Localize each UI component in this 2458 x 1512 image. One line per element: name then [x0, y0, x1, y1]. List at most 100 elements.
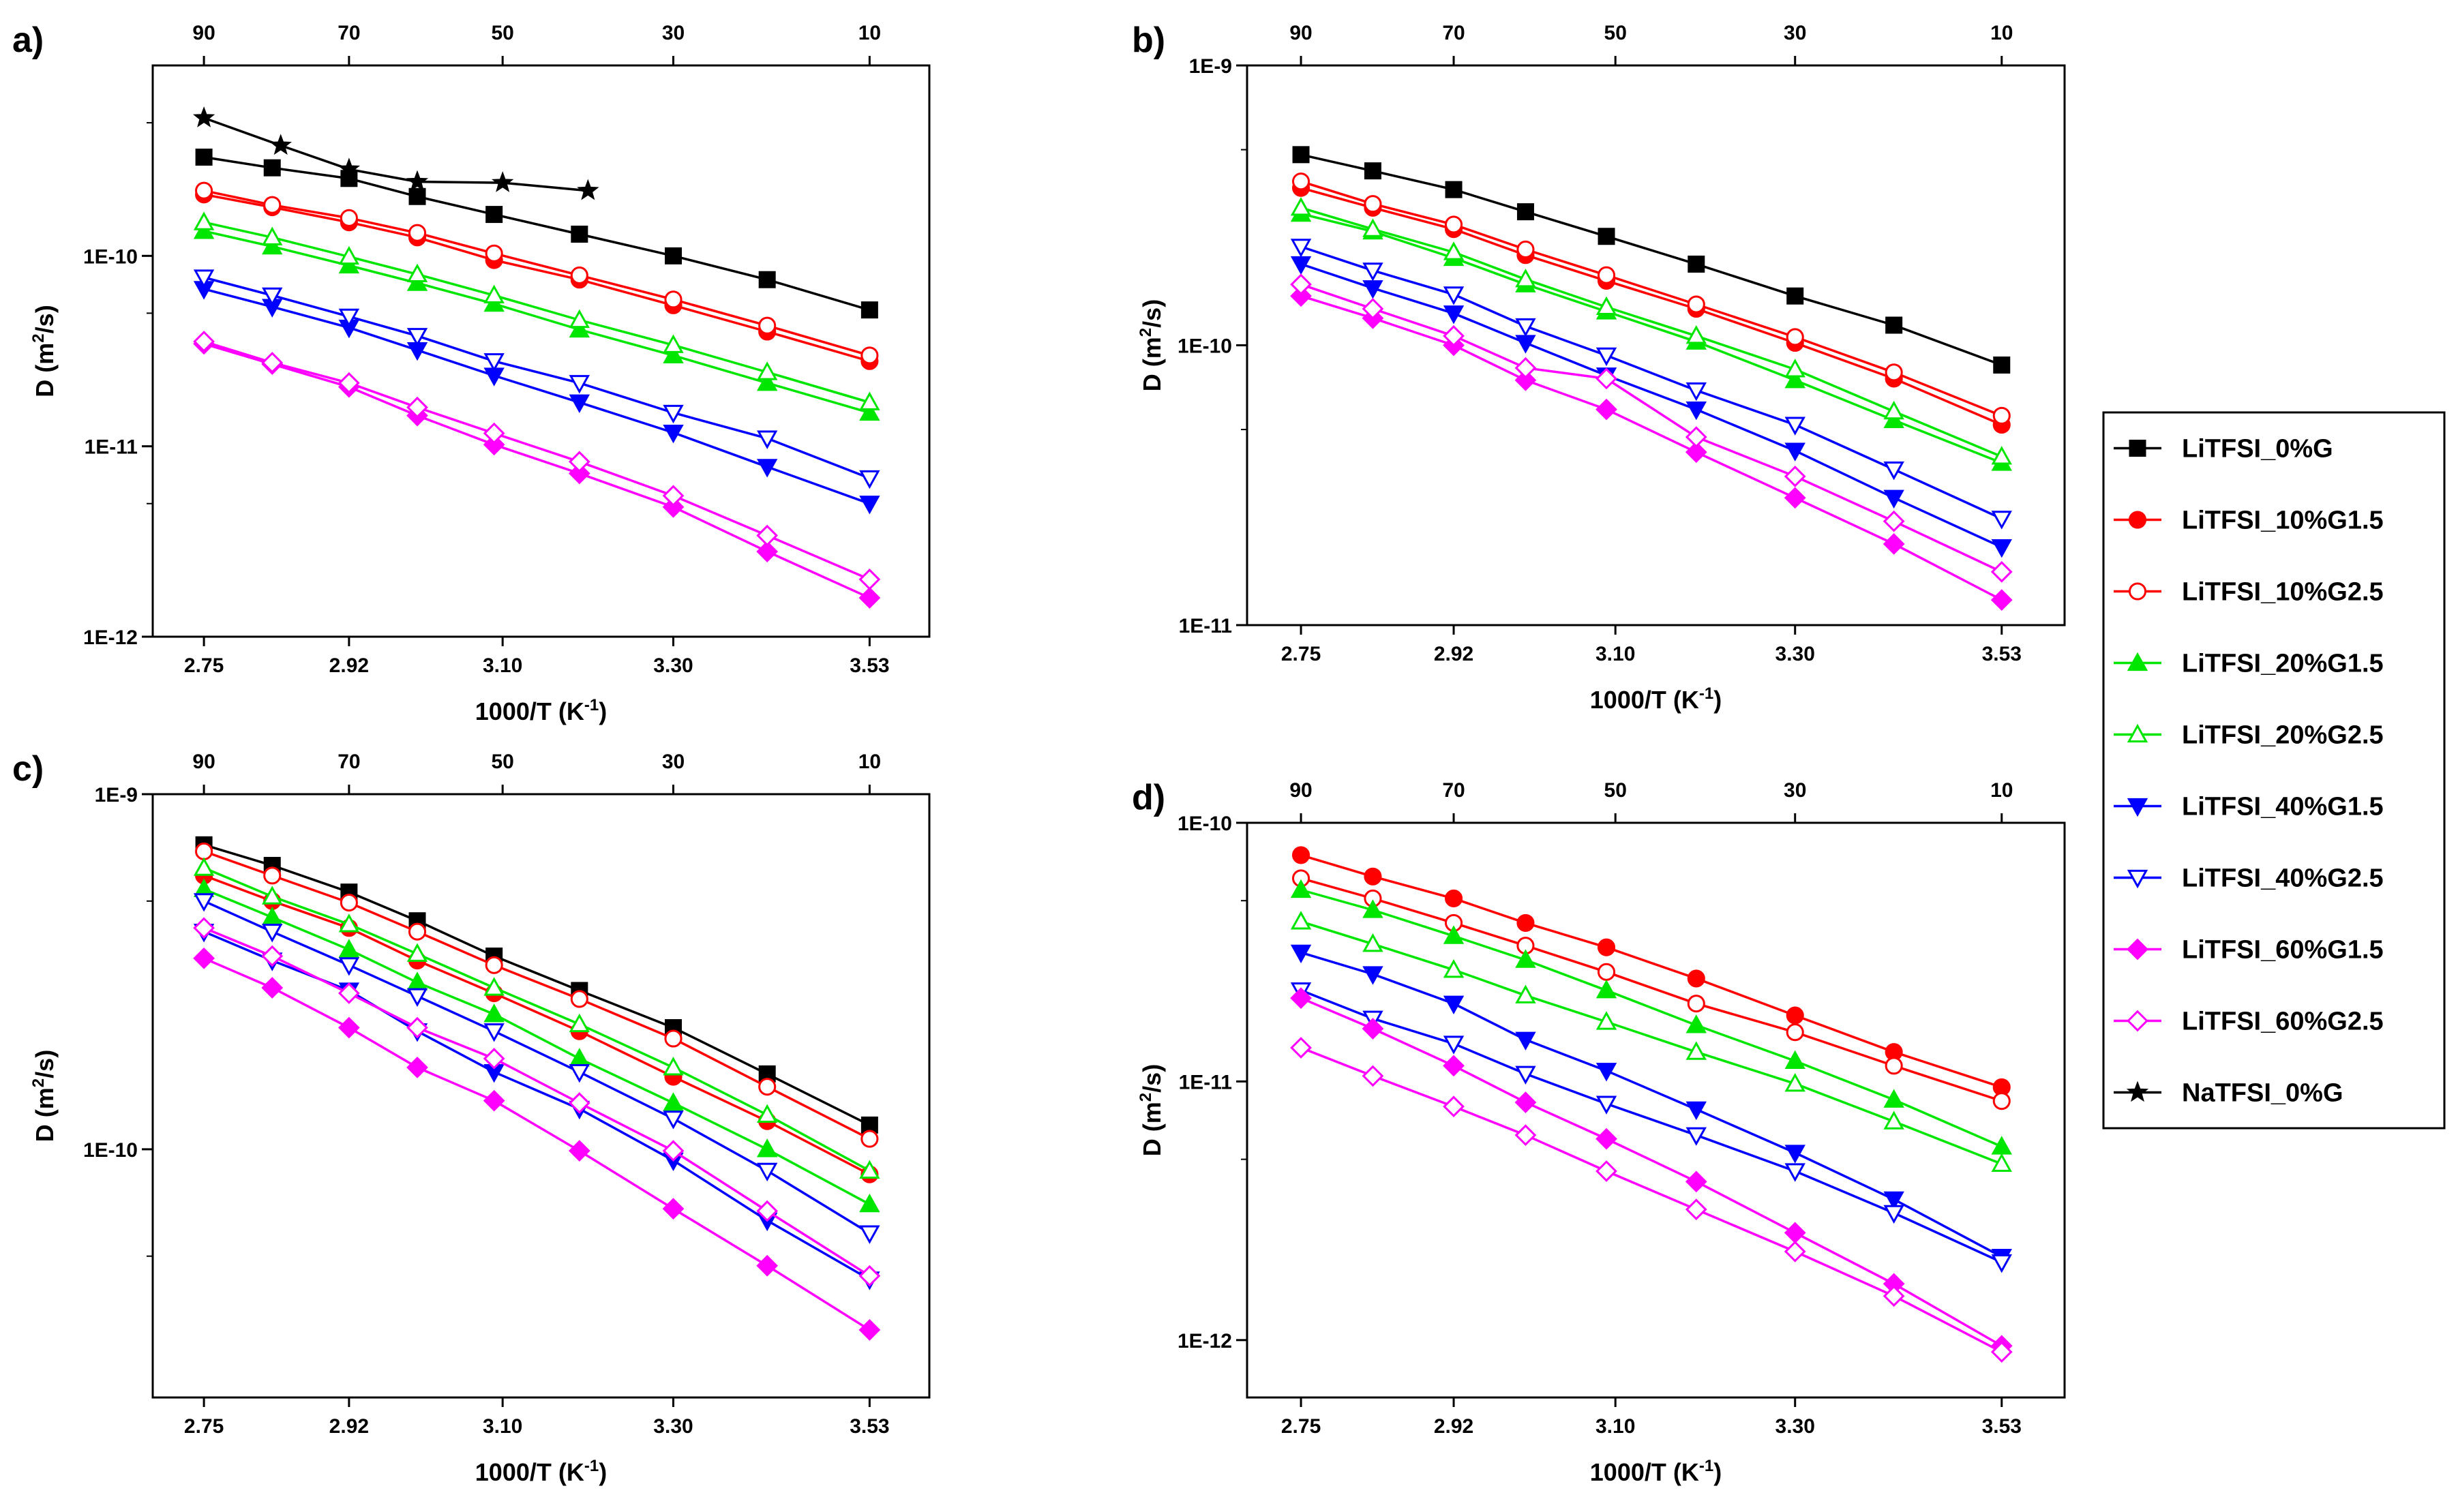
data-point: [1883, 533, 1905, 555]
data-point: [756, 361, 778, 380]
data-point: [860, 301, 878, 319]
series-litfsi-10-g1-5: [1292, 846, 2011, 1096]
data-point: [406, 988, 428, 1007]
y-axis-title-sup: 2: [1137, 1093, 1155, 1102]
data-point: [406, 943, 428, 962]
plot-frame: [1246, 64, 2066, 626]
data-point: [568, 451, 590, 473]
data-point: [483, 1048, 505, 1070]
data-point: [858, 1318, 881, 1341]
data-point: [1883, 510, 1905, 532]
data-point: [756, 1162, 778, 1182]
x-axis-title-close: ): [599, 697, 607, 725]
data-point: [1885, 363, 1903, 382]
data-point: [1290, 911, 1312, 930]
legend-marker: [2126, 1080, 2149, 1102]
data-point: [1786, 287, 1804, 305]
x-axis-title-sup: -1: [1699, 684, 1713, 703]
series-litfsi-20-g2-5: [1290, 911, 2012, 1172]
data-point: [1443, 305, 1465, 324]
data-point: [1784, 1222, 1806, 1244]
x-tick-label: 2.92: [329, 1415, 369, 1438]
y-axis-title-main: D (m: [1138, 337, 1166, 391]
data-point: [193, 893, 215, 912]
legend-label: LiTFSI_40%G2.5: [2182, 864, 2384, 893]
x-tick-label: 3.53: [850, 654, 889, 677]
data-point: [193, 211, 215, 230]
y-tick-label: 1E-11: [1179, 1071, 1232, 1093]
x-tick-label: 3.30: [1775, 643, 1815, 665]
panel-label: b): [1132, 20, 1165, 60]
data-point: [756, 1104, 778, 1123]
data-point: [756, 459, 778, 478]
data-point: [1514, 369, 1537, 391]
legend-marker: [2128, 511, 2147, 529]
data-point: [1883, 1191, 1904, 1211]
data-point: [1362, 1018, 1384, 1040]
legend-label: LiTFSI_60%G1.5: [2182, 936, 2384, 965]
data-point: [1443, 925, 1465, 944]
legend-item-litfsi-20-g1-5: LiTFSI_20%G1.5: [2114, 650, 2384, 678]
top-tick-label: 50: [491, 751, 513, 773]
data-point: [483, 1003, 505, 1023]
x-tick-label: 3.10: [483, 654, 522, 677]
data-point: [338, 982, 360, 1004]
data-point: [1595, 980, 1617, 999]
data-point: [406, 1056, 428, 1078]
data-point: [1991, 539, 2012, 558]
data-point: [1786, 328, 1804, 346]
legend-item-litfsi-0-g: LiTFSI_0%G: [2114, 435, 2333, 464]
data-point: [1991, 1153, 2012, 1172]
data-point: [1595, 398, 1617, 421]
series-litfsi-60-g2-5: [1290, 273, 2013, 583]
panel-c: c) 2.75 2.92 3.10 3.30 3.53 90 70 50 30 10 1E-10 1E-…: [12, 749, 931, 1486]
data-point: [1362, 298, 1384, 320]
data-point: [859, 1193, 880, 1213]
data-point: [406, 263, 428, 283]
data-point: [665, 247, 683, 264]
data-point: [1290, 879, 1312, 898]
data-point: [1362, 966, 1383, 985]
data-point: [758, 316, 777, 335]
series-litfsi-10-g1-5: [1292, 179, 2011, 434]
data-point: [662, 1140, 685, 1162]
legend-item-litfsi-20-g2-5: LiTFSI_20%G2.5: [2114, 721, 2384, 750]
data-point: [193, 917, 215, 939]
series-litfsi-60-g2-5: [1290, 1037, 2013, 1363]
series-litfsi-20-g1-5: [193, 878, 880, 1213]
data-point: [483, 422, 505, 444]
y-axis-title-end: /s): [1138, 299, 1166, 328]
top-tick-label: 90: [1289, 779, 1312, 802]
x-tick-label: 2.75: [1281, 643, 1321, 665]
data-point: [569, 1048, 590, 1067]
plot-frame: [151, 64, 931, 638]
data-point: [1290, 1037, 1312, 1059]
y-axis-title: D (m2/s): [29, 305, 59, 397]
series-litfsi-60-g2-5: [193, 917, 881, 1287]
data-point: [569, 1063, 590, 1083]
data-point: [1515, 984, 1536, 1003]
top-tick-label: 30: [662, 751, 685, 773]
legend-box: [2102, 411, 2446, 1130]
y-tick-label: 1E-11: [1179, 615, 1232, 637]
data-point: [1290, 239, 1312, 258]
data-point: [571, 226, 588, 243]
data-point: [664, 1029, 683, 1048]
x-axis-title-close: ): [1713, 686, 1722, 714]
data-point: [663, 334, 684, 353]
data-point: [1786, 1006, 1804, 1025]
data-point: [1515, 269, 1536, 288]
series-litfsi-40-g2-5: [1290, 982, 2012, 1273]
series-litfsi-10-g2-5: [1292, 172, 2011, 425]
data-point: [1685, 1101, 1707, 1121]
y-tick-label: 1E-9: [1189, 55, 1232, 78]
data-point: [1595, 1011, 1617, 1030]
data-point: [1516, 203, 1534, 221]
x-axis-title: 1000/T (K-1): [475, 696, 607, 725]
series-litfsi-0-g: [1292, 146, 2011, 374]
data-point: [1597, 938, 1616, 956]
data-point: [1514, 1091, 1537, 1113]
series-litfsi-60-g1-5: [1290, 285, 2013, 611]
legend-label: LiTFSI_60%G2.5: [2182, 1008, 2384, 1036]
data-point: [406, 396, 428, 419]
